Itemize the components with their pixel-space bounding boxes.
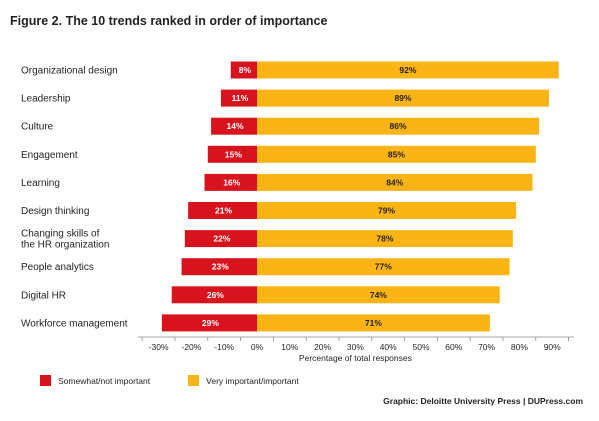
bar-label-negative: 22%	[213, 234, 230, 244]
bar-negative	[230, 61, 257, 79]
source-credit: Graphic: Deloitte University Press | DUP…	[383, 396, 583, 406]
x-tick-label: -10%	[214, 342, 234, 352]
bar-negative	[161, 314, 257, 332]
bar-label-positive: 78%	[376, 234, 393, 244]
legend-item-positive: Very important/important	[188, 375, 299, 386]
legend-item-negative: Somewhat/not important	[40, 375, 150, 386]
bar-positive	[257, 89, 549, 107]
bar-label-negative: 8%	[239, 65, 252, 75]
bar-label-negative: 14%	[227, 121, 244, 131]
x-tick-label: 40%	[380, 342, 397, 352]
bar-positive	[257, 61, 559, 79]
bar-negative	[171, 286, 257, 304]
bar-label-positive: 85%	[388, 149, 405, 159]
x-tick-label: 30%	[347, 342, 364, 352]
x-tick-label: 70%	[478, 342, 495, 352]
bar-label-negative: 21%	[215, 206, 232, 216]
bar-positive	[257, 230, 513, 248]
category-label: Culture	[21, 122, 54, 133]
bar-label-positive: 86%	[390, 121, 407, 131]
bar-label-positive: 89%	[394, 93, 411, 103]
category-label: Digital HR	[21, 290, 66, 301]
x-tick-label: -30%	[149, 342, 169, 352]
bar-negative	[184, 230, 257, 248]
chart-title: Figure 2. The 10 trends ranked in order …	[10, 14, 328, 28]
x-tick-label: 0%	[251, 342, 264, 352]
category-label: Changing skills of the HR organization	[21, 229, 109, 251]
x-tick-label: 10%	[281, 342, 298, 352]
x-tick-label: 80%	[511, 342, 528, 352]
legend-swatch-negative	[40, 375, 51, 386]
legend: Somewhat/not important Very important/im…	[40, 375, 299, 386]
bar-positive	[257, 258, 510, 276]
bar-label-positive: 84%	[386, 177, 403, 187]
bar-label-negative: 26%	[207, 290, 224, 300]
x-axis-title: Percentage of total responses	[299, 353, 412, 363]
bar-negative	[204, 173, 257, 191]
legend-swatch-positive	[188, 375, 200, 386]
bar-label-positive: 77%	[375, 262, 392, 272]
category-labels: Organizational design Leadership Culture En…	[21, 66, 128, 330]
bar-negative	[181, 258, 257, 276]
bar-positive	[257, 173, 533, 191]
bar-label-negative: 11%	[232, 93, 249, 103]
bar-label-negative: 16%	[223, 177, 240, 187]
category-label: Leadership	[21, 94, 71, 105]
category-label: People analytics	[21, 262, 94, 273]
bars: 8% 92% 11% 89% 14% 86% 15% 85% 16% 84% 21% 79% 22% 78…	[161, 61, 559, 332]
legend-label-negative: Somewhat/not important	[58, 375, 151, 386]
category-label: Engagement	[21, 150, 78, 161]
x-tick-label: 20%	[314, 342, 331, 352]
x-tick-label: 90%	[544, 342, 561, 352]
bar-label-positive: 79%	[378, 206, 395, 216]
x-tick-label: -20%	[181, 342, 201, 352]
bar-positive	[257, 202, 517, 219]
bar-positive	[257, 286, 500, 304]
bar-label-positive: 92%	[399, 65, 416, 75]
bar-positive	[257, 145, 536, 163]
x-tick-label: 60%	[445, 342, 462, 352]
category-label: Organizational design	[21, 66, 118, 77]
bar-negative	[211, 117, 257, 135]
x-axis: -30% -20% -10% 0% 10% 20% 30% 40% 50% 60% 70% 80% 90…	[138, 336, 574, 352]
category-label: Learning	[21, 178, 60, 189]
bar-label-negative: 15%	[225, 149, 242, 159]
x-tick-label: 50%	[412, 342, 429, 352]
bar-negative	[207, 145, 257, 163]
bar-negative	[188, 202, 257, 219]
bar-label-positive: 74%	[370, 290, 387, 300]
bar-label-positive: 71%	[365, 318, 382, 328]
bar-positive	[257, 314, 490, 332]
legend-label-positive: Very important/important	[206, 375, 299, 386]
bar-label-negative: 29%	[202, 318, 219, 328]
category-label: Design thinking	[21, 206, 89, 217]
category-label: Workforce management	[21, 318, 128, 329]
bar-label-negative: 23%	[212, 262, 229, 272]
bar-positive	[257, 117, 540, 135]
bar-negative	[220, 89, 257, 107]
